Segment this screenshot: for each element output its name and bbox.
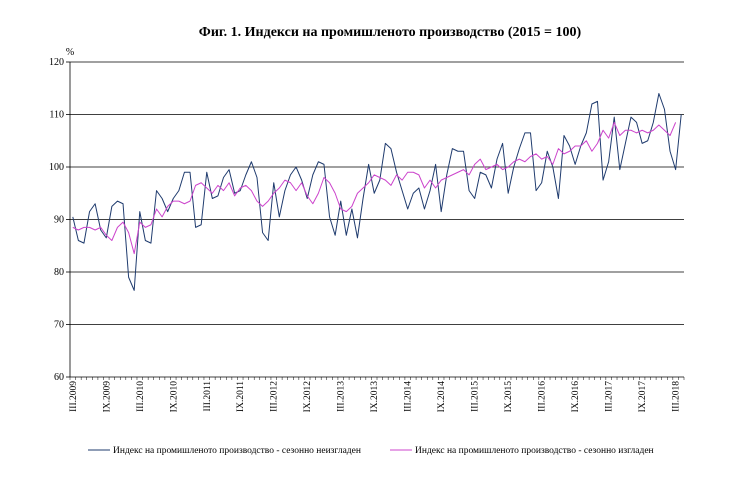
y-tick-label-70: 70 — [54, 320, 64, 331]
x-tick-labels: III.2009 IX.2009 III.2010 IX.2010 III.2011 IX… — [69, 381, 682, 413]
x-tick-label-III.2015: III.2015 — [471, 381, 481, 412]
series-line-sa — [72, 121, 677, 255]
y-tick-label-100: 100 — [49, 162, 64, 173]
x-tick-label-III.2018: III.2018 — [672, 381, 682, 412]
gridlines — [70, 61, 684, 325]
x-tick-label-IX.2009: IX.2009 — [102, 381, 112, 413]
x-tick-label-III.2013: III.2013 — [337, 381, 347, 412]
x-tick-label-IX.2015: IX.2015 — [504, 381, 514, 413]
x-tick-label-III.2017: III.2017 — [605, 381, 615, 412]
y-tick-label-60: 60 — [54, 372, 64, 383]
y-tick-labels: 60 70 80 90 100 110 120 — [49, 57, 64, 383]
y-tick-label-80: 80 — [54, 267, 64, 278]
y-tick-label-120: 120 — [49, 57, 64, 68]
x-tick-label-IX.2010: IX.2010 — [169, 381, 179, 413]
x-tick-label-III.2010: III.2010 — [136, 381, 146, 412]
legend: Индекс на промишленото производство - се… — [88, 446, 654, 456]
x-tick-label-IX.2012: IX.2012 — [303, 381, 313, 413]
x-tick-label-III.2016: III.2016 — [538, 381, 548, 412]
y-tick-label-90: 90 — [54, 215, 64, 226]
chart-title: Фиг. 1. Индекси на промишленото производ… — [199, 25, 582, 40]
y-tick-label-110: 110 — [49, 110, 64, 121]
x-tick-label-IX.2013: IX.2013 — [370, 381, 380, 413]
x-tick-label-III.2009: III.2009 — [69, 381, 79, 412]
x-tick-label-III.2012: III.2012 — [270, 381, 280, 412]
series-lines — [72, 93, 682, 291]
x-tick-label-IX.2011: IX.2011 — [236, 381, 246, 412]
x-tick-label-IX.2016: IX.2016 — [571, 381, 581, 413]
y-axis-unit-label: % — [66, 47, 74, 58]
series-line-nsa — [72, 93, 682, 291]
x-tick-label-III.2014: III.2014 — [404, 381, 414, 412]
x-tick-label-IX.2017: IX.2017 — [638, 381, 648, 413]
legend-label-nsa: Индекс на промишленото производство - се… — [113, 446, 361, 456]
axes — [66, 61, 685, 380]
x-tick-label-IX.2014: IX.2014 — [437, 381, 447, 413]
legend-label-sa: Индекс на промишленото производство - се… — [415, 446, 654, 456]
x-tick-label-III.2011: III.2011 — [203, 381, 213, 412]
